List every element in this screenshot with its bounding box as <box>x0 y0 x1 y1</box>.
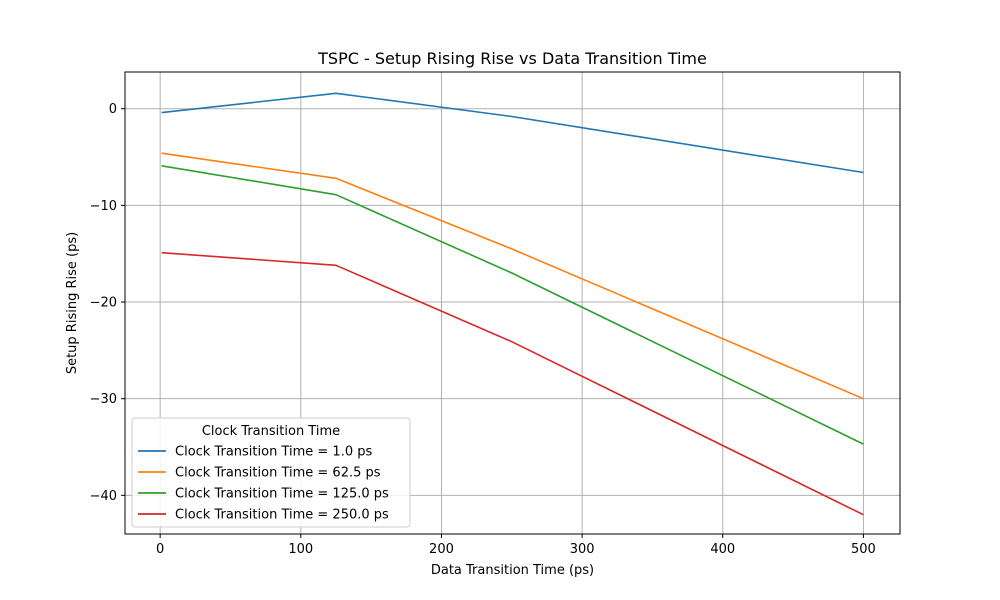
y-axis-label: Setup Rising Rise (ps) <box>65 232 80 374</box>
series-line-0 <box>161 92 864 174</box>
y-tick-label: −40 <box>90 489 117 504</box>
x-axis-label: Data Transition Time (ps) <box>431 563 594 578</box>
y-tick-label: −10 <box>90 199 117 214</box>
series-lines <box>161 92 864 516</box>
x-tick-label: 500 <box>851 542 876 557</box>
legend-entry-3: Clock Transition Time = 250.0 ps <box>175 508 389 523</box>
series-line-1 <box>161 152 864 400</box>
x-tick-label: 100 <box>288 542 313 557</box>
legend-entry-2: Clock Transition Time = 125.0 ps <box>175 487 389 502</box>
y-tick-label: 0 <box>109 102 117 117</box>
legend-title: Clock Transition Time <box>202 424 340 439</box>
series-line-3 <box>161 251 864 516</box>
y-tick-label: −30 <box>90 392 117 407</box>
y-tick-label: −20 <box>90 296 117 311</box>
axis-ticks: 0 100 200 300 400 500 0 −10 −20 −30 −40 <box>90 102 876 557</box>
legend-box <box>131 417 411 528</box>
x-tick-label: 0 <box>156 542 164 557</box>
chart-title: TSPC - Setup Rising Rise vs Data Transit… <box>317 49 707 68</box>
x-tick-label: 200 <box>429 542 454 557</box>
legend: Clock Transition Time Clock Transition Ti… <box>131 417 411 528</box>
x-tick-label: 400 <box>710 542 735 557</box>
legend-entry-1: Clock Transition Time = 62.5 ps <box>175 466 381 481</box>
plot-frame <box>124 71 901 535</box>
x-tick-label: 300 <box>570 542 595 557</box>
series-line-2 <box>161 165 864 445</box>
legend-entry-0: Clock Transition Time = 1.0 ps <box>175 445 372 460</box>
